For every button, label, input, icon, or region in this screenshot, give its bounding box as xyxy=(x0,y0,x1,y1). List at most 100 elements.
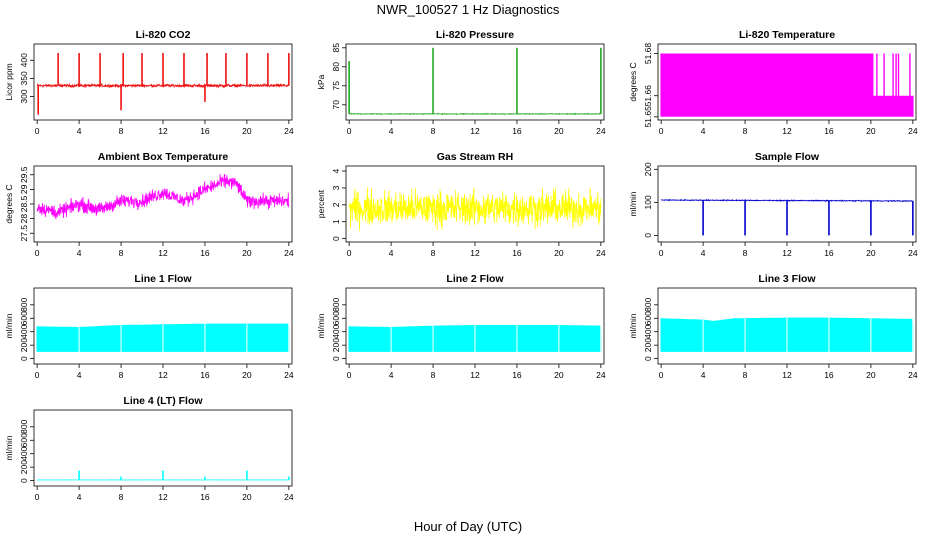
panel-2: Li-820 Pressure 0 4 8 12 16 20 24 70 75 80 85 kPa xyxy=(316,29,606,136)
x-tick-label: 4 xyxy=(701,370,706,380)
y-tick-label: 0 xyxy=(331,356,341,361)
x-tick-label: 8 xyxy=(431,248,436,258)
x-tick-label: 20 xyxy=(866,248,876,258)
panel-10: Line 4 (LT) Flow 0 4 8 12 16 20 24 0 200400600800… xyxy=(4,395,294,502)
x-tick-label: 8 xyxy=(119,492,124,502)
y-tick-label: 200 xyxy=(19,338,29,352)
y-tick-label: 1 xyxy=(331,219,341,224)
x-tick-label: 24 xyxy=(596,248,606,258)
y-tick-label: 70 xyxy=(331,100,341,110)
x-tick-label: 24 xyxy=(908,370,918,380)
x-tick-label: 16 xyxy=(200,126,210,136)
panel-title: Li-820 CO2 xyxy=(136,29,191,41)
y-tick-label: 0 xyxy=(331,236,341,241)
y-axis-label: ml/min xyxy=(4,313,14,338)
x-tick-label: 4 xyxy=(77,248,82,258)
y-tick-label: 400 xyxy=(331,324,341,338)
x-tick-label: 20 xyxy=(242,370,252,380)
x-tick-label: 12 xyxy=(470,126,480,136)
x-tick-label: 8 xyxy=(119,248,124,258)
y-axis-label: degrees C xyxy=(628,62,638,101)
y-tick-label: 600 xyxy=(19,433,29,447)
y-tick-label: 29 xyxy=(19,184,29,194)
x-tick-label: 0 xyxy=(35,126,40,136)
y-tick-label: 0 xyxy=(643,356,653,361)
x-tick-label: 12 xyxy=(158,370,168,380)
x-tick-label: 0 xyxy=(35,248,40,258)
y-tick-label: 400 xyxy=(19,446,29,460)
x-tick-label: 4 xyxy=(77,370,82,380)
panel-title: Sample Flow xyxy=(755,151,820,163)
plot-frame xyxy=(345,43,605,121)
x-tick-label: 20 xyxy=(554,248,564,258)
x-tick-label: 24 xyxy=(284,370,294,380)
y-tick-label: 800 xyxy=(19,297,29,311)
y-tick-label: 400 xyxy=(19,53,29,67)
y-tick-label: 0 xyxy=(19,478,29,483)
x-tick-label: 24 xyxy=(908,248,918,258)
panel-title: Line 2 Flow xyxy=(446,273,504,285)
y-tick-label: 400 xyxy=(19,324,29,338)
x-tick-label: 20 xyxy=(866,126,876,136)
y-tick-label: 80 xyxy=(331,62,341,72)
y-tick-label: 600 xyxy=(19,311,29,325)
x-tick-label: 24 xyxy=(284,126,294,136)
x-tick-label: 8 xyxy=(743,248,748,258)
x-tick-label: 4 xyxy=(701,126,706,136)
panel-title: Gas Stream RH xyxy=(437,151,513,163)
y-tick-label: 85 xyxy=(331,43,341,53)
x-tick-label: 12 xyxy=(470,370,480,380)
y-tick-label: 4 xyxy=(331,168,341,173)
y-axis-label: ml/min xyxy=(316,313,326,338)
x-tick-label: 0 xyxy=(347,126,352,136)
y-tick-label: 600 xyxy=(331,311,341,325)
y-tick-label: 200 xyxy=(331,338,341,352)
y-tick-label: 51.66 xyxy=(643,85,653,107)
x-tick-label: 24 xyxy=(284,492,294,502)
x-tick-label: 12 xyxy=(782,248,792,258)
x-tick-label: 12 xyxy=(158,492,168,502)
y-tick-label: 28 xyxy=(19,214,29,224)
y-tick-label: 800 xyxy=(19,419,29,433)
x-tick-label: 0 xyxy=(659,248,664,258)
series-line xyxy=(348,187,602,231)
y-axis-label: ml/min xyxy=(4,435,14,460)
x-tick-label: 24 xyxy=(596,370,606,380)
y-axis-label: kPa xyxy=(316,74,326,89)
y-tick-label: 600 xyxy=(643,311,653,325)
x-tick-label: 16 xyxy=(512,248,522,258)
y-axis-label: degrees C xyxy=(4,184,14,223)
figure-title: NWR_100527 1 Hz Diagnostics xyxy=(377,2,560,17)
x-tick-label: 12 xyxy=(158,248,168,258)
x-tick-label: 4 xyxy=(701,248,706,258)
x-tick-label: 0 xyxy=(35,492,40,502)
panel-1: Li-820 CO2 0 4 8 12 16 20 24 300 350 400 Licor ppm xyxy=(4,29,294,136)
x-tick-label: 0 xyxy=(659,370,664,380)
x-tick-label: 16 xyxy=(200,248,210,258)
y-tick-label: 400 xyxy=(643,324,653,338)
panel-title: Li-820 Temperature xyxy=(739,29,835,41)
x-tick-label: 8 xyxy=(119,370,124,380)
y-axis-label: ml/min xyxy=(628,313,638,338)
panel-title: Ambient Box Temperature xyxy=(98,151,229,163)
x-tick-label: 16 xyxy=(200,370,210,380)
y-tick-label: 100 xyxy=(643,195,653,209)
series-digital xyxy=(660,53,914,117)
panel-title: Line 1 Flow xyxy=(134,273,192,285)
y-tick-label: 350 xyxy=(19,71,29,85)
x-tick-label: 0 xyxy=(35,370,40,380)
y-axis-label: percent xyxy=(316,189,326,218)
panel-title: Line 3 Flow xyxy=(758,273,816,285)
y-tick-label: 28.5 xyxy=(19,195,29,212)
x-tick-label: 20 xyxy=(554,126,564,136)
y-tick-label: 800 xyxy=(643,297,653,311)
x-tick-label: 16 xyxy=(512,126,522,136)
x-tick-label: 4 xyxy=(389,248,394,258)
series-line xyxy=(36,173,290,220)
x-tick-label: 0 xyxy=(659,126,664,136)
y-axis-label: Licor ppm xyxy=(4,63,14,100)
